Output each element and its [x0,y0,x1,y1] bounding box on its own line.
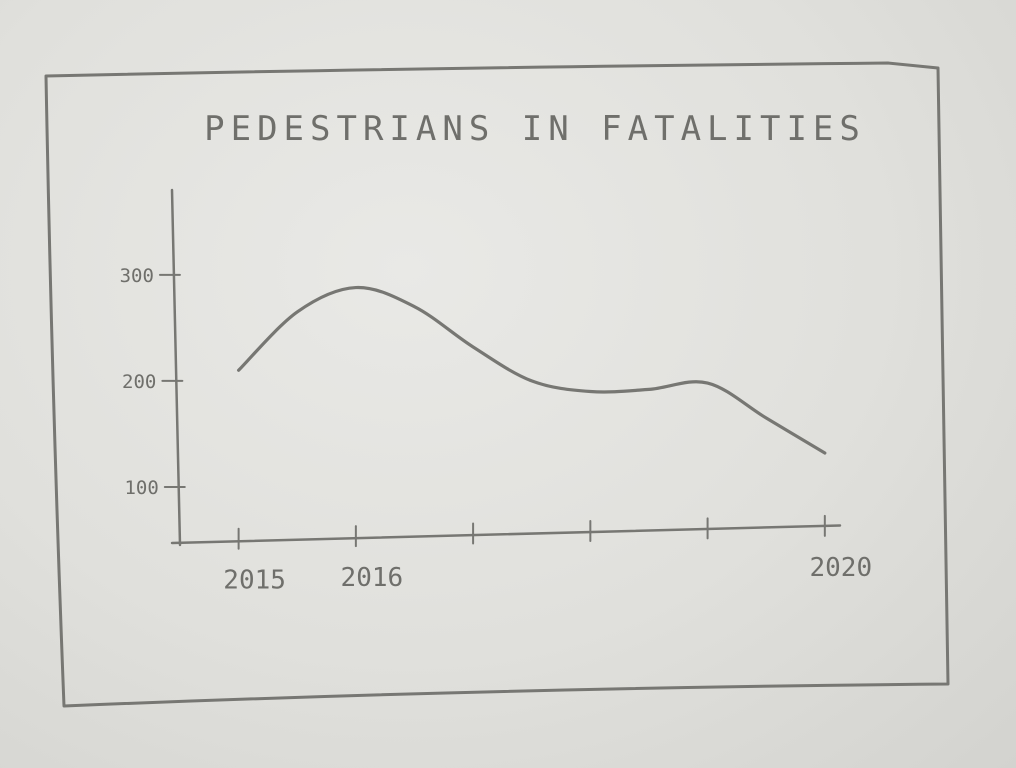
x-axis-line [170,524,842,545]
y-axis-ticks: 100 200 300 [120,265,186,499]
y-axis-line [170,188,182,547]
axes [170,188,842,547]
x-tick-label: 2015 [223,566,286,596]
x-tick-label: 2016 [341,563,404,593]
chart-title: PEDESTRIANS IN FATALITIES [204,109,866,149]
x-axis-ticks: 2015 2016 2020 [223,514,873,596]
y-tick-label: 300 [120,265,154,287]
series-line [237,285,827,455]
y-tick-label: 200 [122,371,156,393]
chart-frame [44,61,950,708]
x-tick-label: 2020 [810,553,873,583]
y-tick-label: 100 [124,477,158,499]
series-layer [237,285,827,455]
